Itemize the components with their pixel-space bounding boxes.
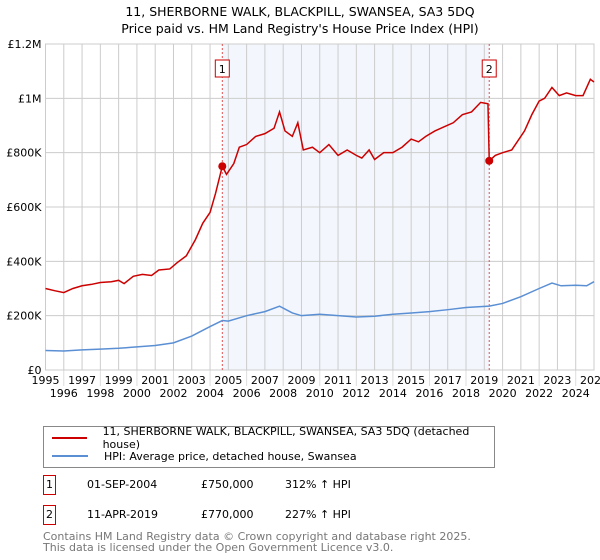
- x-tick-label: 2010: [306, 387, 334, 400]
- x-tick-label: 2015: [397, 374, 425, 387]
- y-tick-label: £400K: [6, 255, 42, 268]
- x-tick-label: 2014: [379, 387, 407, 400]
- legend-swatch-blue: [52, 455, 88, 457]
- x-tick-label: 2000: [123, 387, 151, 400]
- x-tick-label: 2011: [324, 374, 352, 387]
- x-tick-label: 2021: [507, 374, 535, 387]
- legend: 11, SHERBORNE WALK, BLACKPILL, SWANSEA, …: [43, 425, 495, 468]
- legend-label: HPI: Average price, detached house, Swan…: [104, 449, 357, 463]
- sale-date: 11-APR-2019: [87, 508, 159, 521]
- y-tick-label: £1M: [18, 92, 42, 105]
- legend-label: 11, SHERBORNE WALK, BLACKPILL, SWANSEA, …: [102, 425, 470, 451]
- price-chart: 1995199619971998199920002001200220032004…: [6, 38, 600, 400]
- x-tick-label: 2020: [489, 387, 517, 400]
- x-tick-label: 2001: [141, 374, 169, 387]
- x-tick-label: 2023: [543, 374, 571, 387]
- sale-label-box: [481, 59, 497, 78]
- y-tick-label: £800K: [6, 147, 42, 160]
- x-tick-label: 2009: [287, 374, 315, 387]
- y-tick-label: £1.2M: [8, 38, 42, 51]
- x-tick-label: 2004: [196, 387, 224, 400]
- sale-marker: 1: [43, 475, 56, 495]
- x-tick-label: 2013: [361, 374, 389, 387]
- footer: Contains HM Land Registry data © Crown c…: [43, 531, 471, 553]
- x-tick-label: 2007: [251, 374, 279, 387]
- sale-date: 01-SEP-2004: [87, 478, 158, 491]
- x-tick-label: 2002: [159, 387, 187, 400]
- legend-item-property: 11, SHERBORNE WALK, BLACKPILL, SWANSEA, …: [52, 425, 494, 451]
- legend-item-hpi: HPI: Average price, detached house, Swan…: [52, 448, 357, 464]
- sale-price: £750,000: [201, 478, 254, 491]
- series-line: [45, 78, 595, 294]
- x-tick-label: 2003: [178, 374, 206, 387]
- sale-price: £770,000: [201, 508, 254, 521]
- x-tick-label: 2012: [342, 387, 370, 400]
- x-tick-label: 2022: [525, 387, 553, 400]
- y-tick-label: £0: [28, 364, 42, 377]
- x-tick-label: 1995: [32, 374, 60, 387]
- plot-border: [45, 43, 595, 371]
- x-tick-label: 2006: [233, 387, 261, 400]
- sale-marker: 2: [43, 505, 56, 525]
- x-tick-label: 2005: [214, 374, 242, 387]
- x-tick-label: 1997: [68, 374, 96, 387]
- sale-point: [485, 156, 494, 165]
- legend-swatch-red: [52, 437, 87, 439]
- sale-label: 1: [219, 63, 226, 76]
- x-tick-label: 1999: [105, 374, 133, 387]
- sale-label-box: [214, 59, 230, 78]
- x-tick-label: 2025: [580, 374, 600, 387]
- footer-line: Contains HM Land Registry data © Crown c…: [43, 530, 471, 543]
- x-tick-label: 2019: [470, 374, 498, 387]
- x-tick-label: 2024: [562, 387, 590, 400]
- x-tick-label: 1998: [86, 387, 114, 400]
- chart-subtitle: Price paid vs. HM Land Registry's House …: [121, 21, 479, 36]
- sale-hpi: 227% ↑ HPI: [285, 508, 351, 521]
- x-tick-label: 1996: [50, 387, 78, 400]
- x-tick-label: 2018: [452, 387, 480, 400]
- footer-line: This data is licensed under the Open Gov…: [43, 541, 394, 554]
- x-tick-label: 2016: [415, 387, 443, 400]
- x-tick-label: 2017: [434, 374, 462, 387]
- y-tick-label: £600K: [6, 201, 42, 214]
- x-tick-label: 2008: [269, 387, 297, 400]
- sale-label: 2: [486, 63, 493, 76]
- chart-title: 11, SHERBORNE WALK, BLACKPILL, SWANSEA, …: [125, 4, 475, 19]
- series-line: [45, 281, 595, 352]
- y-tick-label: £200K: [6, 310, 42, 323]
- sale-hpi: 312% ↑ HPI: [285, 478, 351, 491]
- sale-point: [218, 162, 227, 171]
